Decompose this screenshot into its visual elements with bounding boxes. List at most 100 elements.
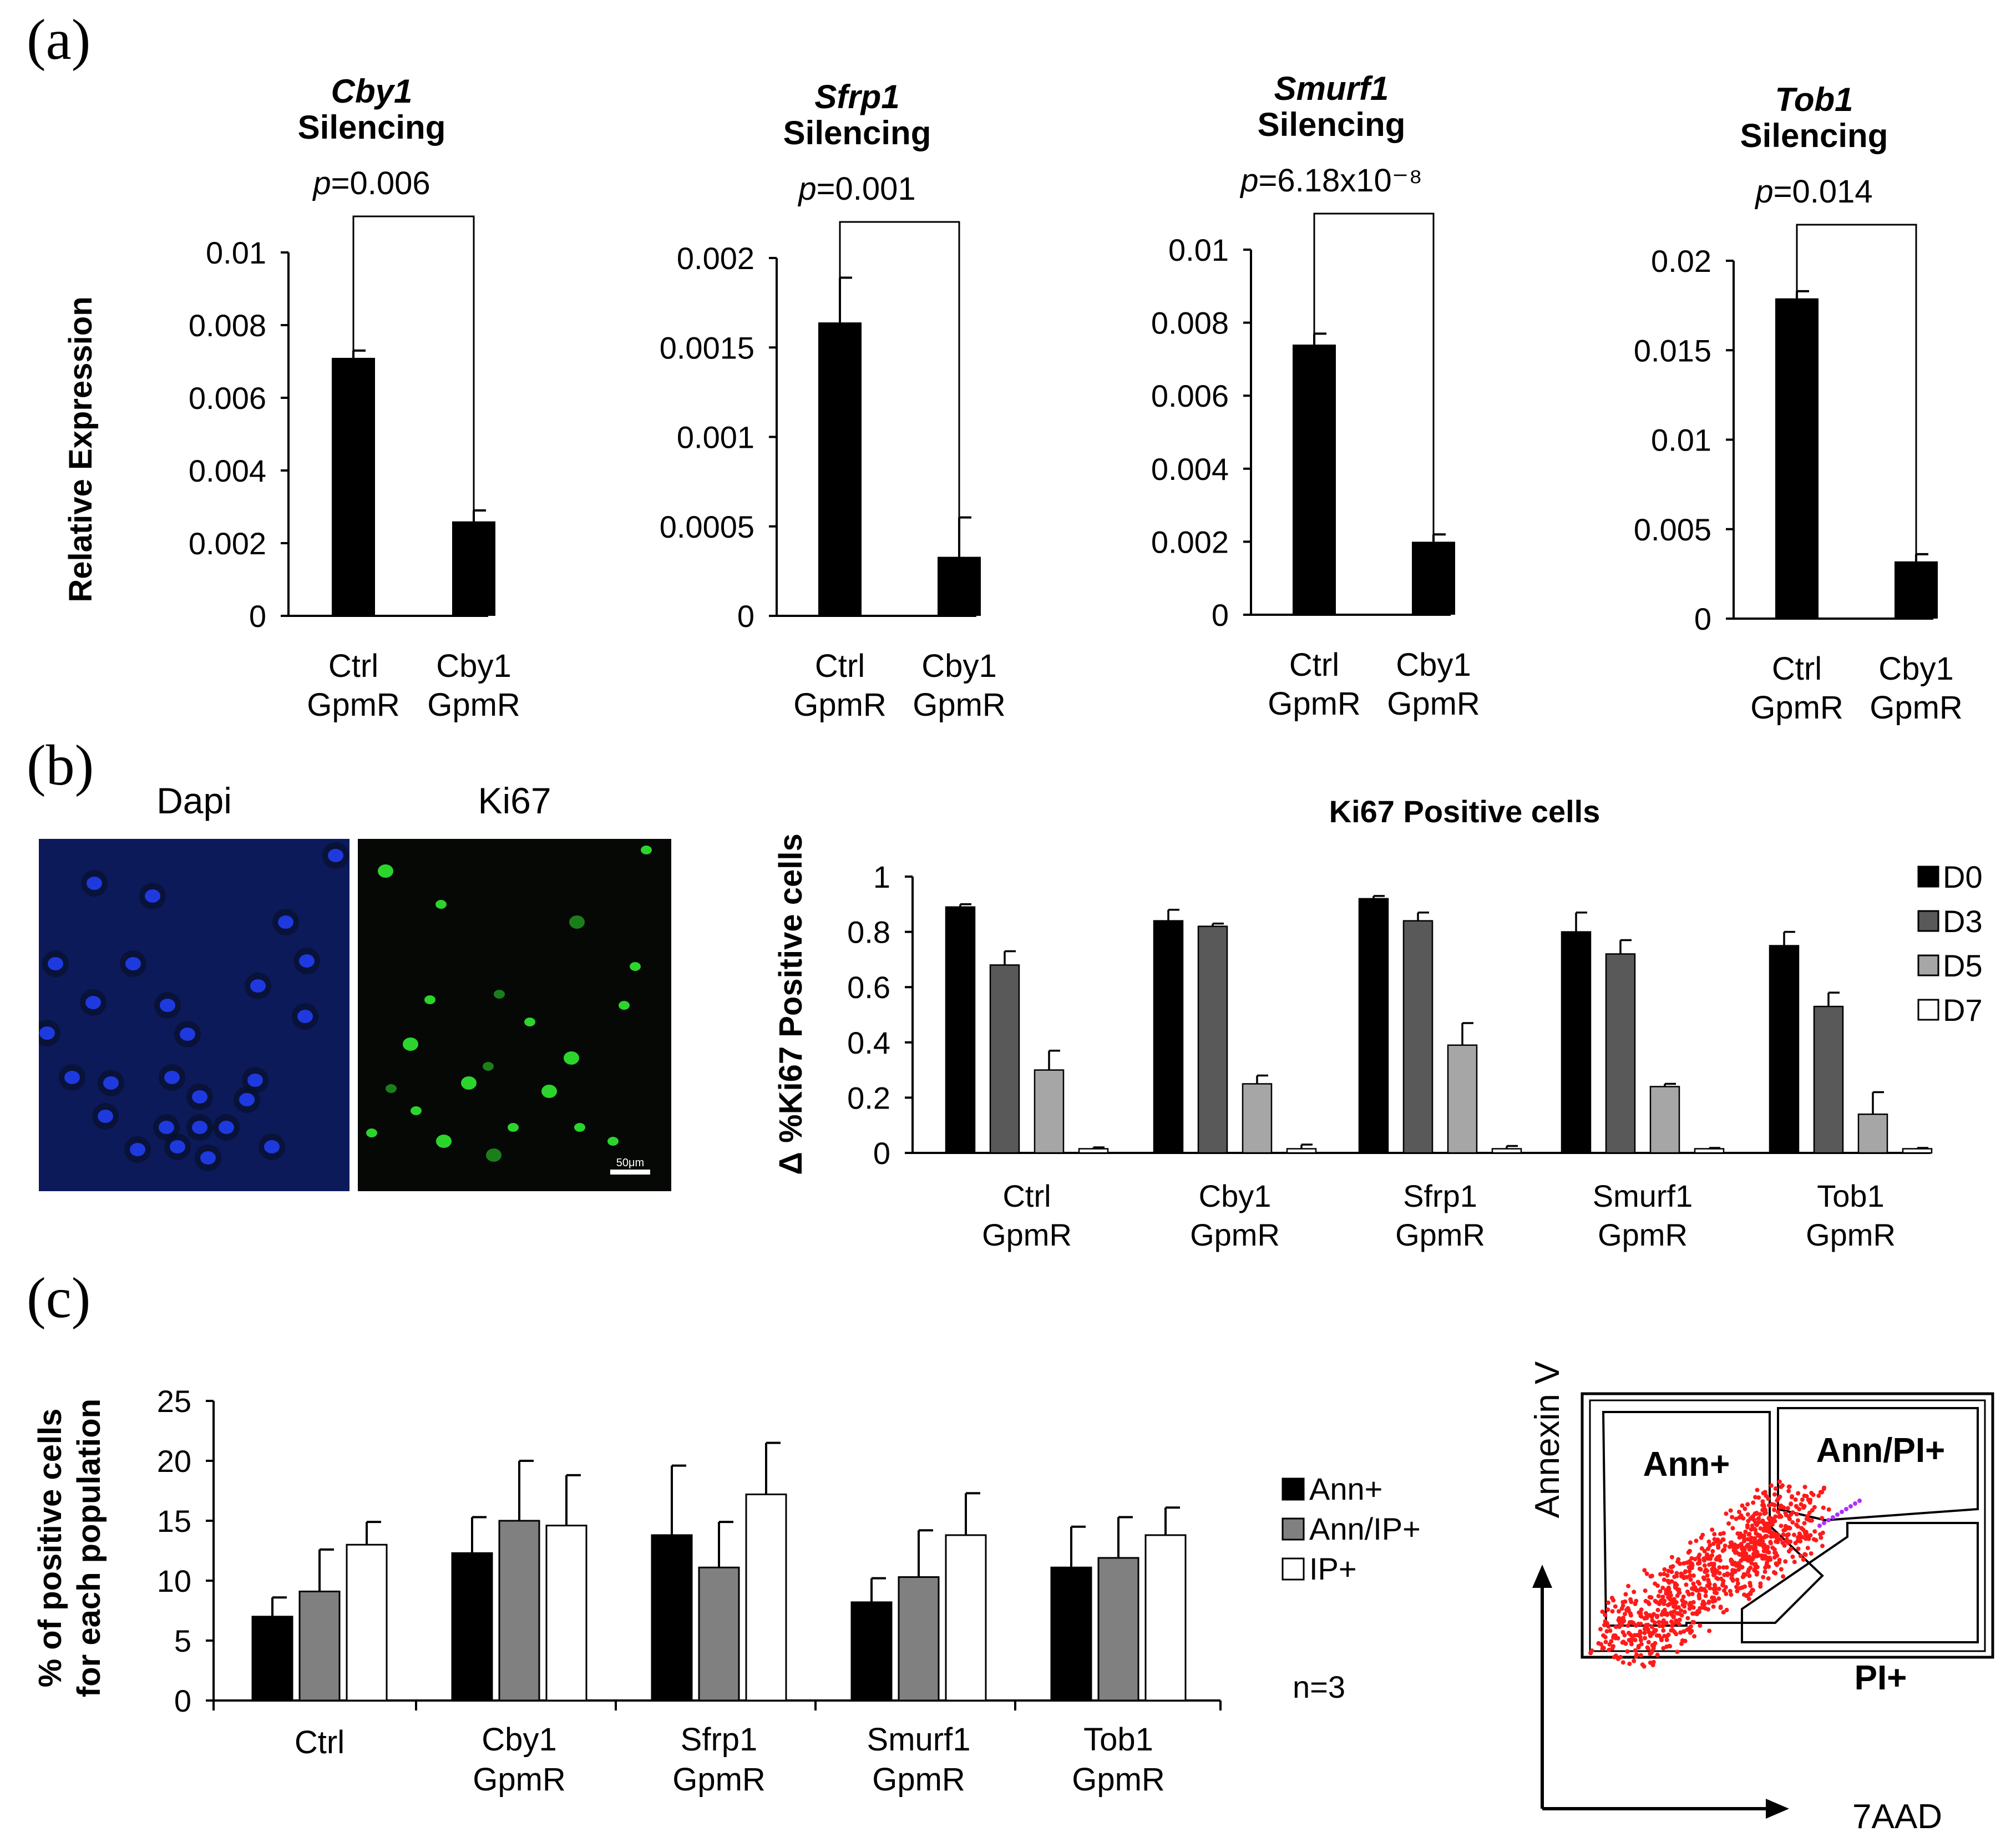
event-dot [1650, 1618, 1655, 1623]
bar-Ann+ [651, 1534, 693, 1702]
event-dot [1679, 1613, 1684, 1618]
event-dot [1610, 1646, 1615, 1651]
event-dot-double [1853, 1501, 1857, 1506]
nucleus-dapi [250, 979, 266, 993]
event-dot [1701, 1602, 1706, 1607]
event-dot [1745, 1523, 1750, 1528]
event-dot [1779, 1567, 1784, 1572]
x-tick-label: GpmR [672, 1762, 766, 1798]
gate-annpi-outline [1777, 1407, 1979, 1522]
event-dot [1812, 1529, 1817, 1534]
chart-a-1: Cby1Silencingp=0.00600.0020.0040.0060.00… [189, 73, 520, 723]
event-dot [1684, 1582, 1689, 1587]
event-dot [1628, 1611, 1633, 1616]
event-dot-double [1848, 1504, 1853, 1509]
event-dot [1724, 1511, 1729, 1516]
event-dot [1805, 1546, 1810, 1551]
y-tick-label: 0.4 [847, 1025, 890, 1060]
nucleus-ki67 [607, 1137, 619, 1146]
event-dot [1730, 1526, 1735, 1531]
x-tick-label: Cby1 [436, 648, 511, 684]
event-dot [1607, 1642, 1612, 1647]
event-dot [1617, 1609, 1621, 1614]
event-dot [1736, 1551, 1741, 1556]
chart-title-suffix: Silencing [1258, 106, 1406, 143]
event-dot [1752, 1539, 1757, 1543]
legend-label-D0: D0 [1943, 859, 1983, 894]
x-tick-label: GpmR [1387, 686, 1480, 722]
event-dot [1642, 1631, 1647, 1636]
nucleus-ki67 [486, 1148, 502, 1162]
event-dot [1746, 1519, 1751, 1524]
event-dot [1706, 1539, 1711, 1544]
event-dot [1680, 1598, 1685, 1603]
gate-pi-outline [1741, 1522, 1979, 1643]
event-dot [1737, 1515, 1742, 1520]
event-dot [1776, 1509, 1781, 1514]
event-dot [1741, 1534, 1746, 1539]
event-dot [1776, 1532, 1781, 1537]
y-tick-label: 0.02 [1651, 244, 1711, 279]
event-dot [1822, 1485, 1826, 1490]
event-dot [1721, 1531, 1726, 1536]
event-dot [1661, 1628, 1666, 1633]
x-tick-label: Cby1 [482, 1722, 556, 1758]
event-dot [1643, 1598, 1648, 1603]
event-dot [1809, 1551, 1814, 1556]
event-dot [1722, 1572, 1727, 1577]
dapi-micrograph [39, 839, 349, 1191]
event-dot [1703, 1570, 1708, 1575]
event-dot [1787, 1526, 1792, 1531]
event-dot [1668, 1644, 1673, 1649]
event-dot [1613, 1604, 1618, 1609]
event-dot [1719, 1576, 1724, 1581]
event-dot [1705, 1556, 1710, 1561]
event-dot [1826, 1507, 1831, 1512]
x-tick-label: Cby1 [1878, 651, 1953, 687]
event-dot [1720, 1583, 1725, 1588]
nucleus-dapi [48, 957, 63, 970]
event-dot [1775, 1540, 1780, 1545]
event-dot [1702, 1563, 1707, 1568]
event-dot [1736, 1510, 1741, 1515]
y-tick-label: 0.008 [189, 308, 266, 343]
x-tick-label: Smurf1 [867, 1722, 971, 1758]
x-tick-label: Sfrp1 [1403, 1178, 1477, 1213]
y-axis-title-a: Relative Expression [63, 296, 99, 602]
event-dot [1789, 1502, 1794, 1507]
event-dot [1604, 1629, 1609, 1634]
event-dot [1799, 1502, 1804, 1507]
event-dot [1632, 1633, 1637, 1638]
event-dot [1618, 1654, 1623, 1659]
event-dot [1794, 1512, 1799, 1517]
event-dot [1779, 1524, 1784, 1529]
event-dot [1800, 1497, 1805, 1502]
event-dot [1662, 1567, 1667, 1572]
event-dot-double [1826, 1518, 1831, 1522]
x-tick-label: GpmR [1598, 1217, 1688, 1252]
chart-title-gene: Cby1 [331, 73, 413, 110]
event-dot [1730, 1515, 1735, 1520]
event-dot [1658, 1572, 1663, 1577]
flow-frame-inner [1589, 1399, 1986, 1652]
event-dot [1777, 1514, 1782, 1519]
bar-Ann/IP+ [1097, 1557, 1139, 1702]
event-dot [1741, 1516, 1746, 1521]
event-dot [1781, 1528, 1786, 1533]
nucleus-dapi [219, 1121, 234, 1134]
event-dot [1711, 1541, 1716, 1546]
x-tick-label: Ctrl [328, 648, 378, 684]
event-dot [1722, 1588, 1726, 1593]
event-dot [1643, 1588, 1648, 1593]
x-arrow-head-icon [1766, 1799, 1789, 1819]
event-dot [1681, 1629, 1686, 1634]
event-dot [1805, 1514, 1810, 1519]
nucleus-dapi [180, 1028, 195, 1041]
nucleus-dapi [164, 1071, 180, 1084]
event-dot [1741, 1574, 1746, 1579]
event-dot [1746, 1558, 1751, 1563]
nucleus-dapi [299, 954, 315, 968]
event-dot [1654, 1633, 1659, 1638]
event-dot [1703, 1588, 1708, 1593]
chart-title-suffix: Silencing [1740, 117, 1888, 154]
